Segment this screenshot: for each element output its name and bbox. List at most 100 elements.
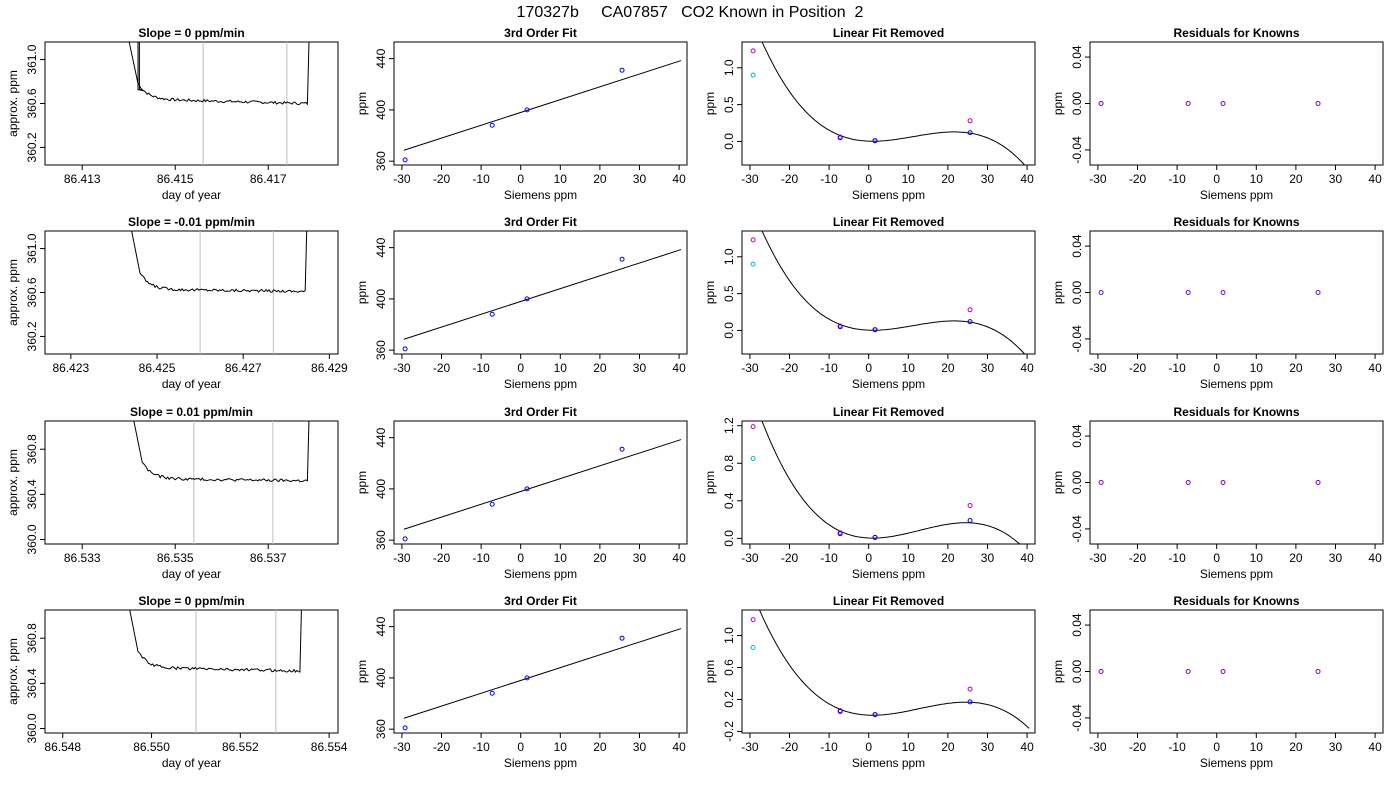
y-tick-label: 1.0 (722, 248, 736, 265)
y-axis-label: approx. ppm (6, 449, 20, 516)
x-tick-label: 86.537 (250, 551, 287, 565)
x-tick-label: -10 (1168, 740, 1186, 754)
residual-data-point (1315, 480, 1321, 485)
residual-data-point (1185, 480, 1191, 485)
x-tick-label: -20 (781, 740, 799, 754)
y-tick-label: -0.04 (1070, 325, 1084, 353)
x-tick-label: 20 (593, 551, 607, 565)
y-tick-label: 360 (374, 340, 388, 360)
blue-data-point (967, 518, 973, 524)
panel-fit-row-4: 3rd Order Fit -30 -20 -10 0 10 20 30 40 360 400 440… (355, 594, 688, 770)
x-axis-label: Siemens ppm (1200, 377, 1273, 391)
x-tick-label: -10 (820, 740, 838, 754)
panel-title: Slope = 0 ppm/min (138, 26, 244, 40)
fit-line (403, 628, 682, 719)
x-tick-label: -30 (741, 172, 759, 186)
x-tick-label: 0 (865, 361, 872, 375)
x-axis-label: day of year (162, 756, 221, 770)
fit-data-point (619, 67, 625, 73)
blue-data-point (872, 712, 878, 718)
y-axis-label: approx. ppm (6, 638, 20, 705)
x-tick-label: -30 (393, 361, 411, 375)
x-tick-label: -30 (1089, 740, 1107, 754)
y-tick-label: 0.04 (1070, 613, 1084, 637)
magenta-data-point (967, 118, 973, 124)
x-tick-label: 40 (1020, 740, 1034, 754)
cubic-curve-line (761, 231, 1026, 354)
y-axis-label: approx. ppm (6, 70, 20, 137)
x-axis-label: Siemens ppm (504, 756, 577, 770)
x-tick-label: 10 (902, 740, 916, 754)
plot-frame (44, 230, 339, 355)
panel-trace-row-4: Slope = 0 ppm/min 86.548 86.550 86.552 86.55… (6, 594, 348, 770)
panel-residual_curve-row-2: Linear Fit Removed -30 -20 -10 0 10 20 30 40 0.0 0… (703, 215, 1036, 391)
y-tick-label: 0.8 (722, 455, 736, 472)
x-axis-label: day of year (162, 567, 221, 581)
y-tick-label: 0.0 (722, 133, 736, 150)
panel-title: Linear Fit Removed (833, 26, 944, 40)
concentration-trace-line (131, 231, 308, 293)
residual-data-point (1315, 669, 1321, 674)
x-tick-label: 20 (941, 361, 955, 375)
x-axis-label: Siemens ppm (852, 567, 925, 581)
x-tick-label: -10 (820, 551, 838, 565)
panel-residuals-row-4: Residuals for Knowns -30 -20 -10 0 10 20 30 40 -0… (1051, 594, 1384, 770)
x-tick-label: 86.413 (64, 172, 101, 186)
y-axis-label: ppm (355, 92, 369, 115)
y-tick-label: -0.04 (1070, 136, 1084, 164)
plot-area (129, 610, 302, 733)
y-axis-label: ppm (1051, 92, 1065, 115)
y-tick-label: 440 (374, 427, 388, 447)
panel-trace-row-1: Slope = 0 ppm/min 86.413 86.415 86.417 360.2… (6, 26, 339, 202)
y-tick-label: 360 (374, 719, 388, 739)
y-tick-label: 360.6 (25, 88, 39, 118)
x-tick-label: 30 (1329, 740, 1343, 754)
magenta-data-point (750, 424, 756, 430)
x-tick-label: -20 (433, 172, 451, 186)
x-axis-label: Siemens ppm (504, 188, 577, 202)
x-tick-label: 20 (593, 361, 607, 375)
panel-title: 3rd Order Fit (504, 594, 577, 608)
y-tick-label: 0.0 (722, 322, 736, 339)
panel-title: Slope = 0.01 ppm/min (130, 405, 253, 419)
x-tick-label: 10 (902, 172, 916, 186)
y-tick-label: 361.0 (25, 44, 39, 74)
x-tick-label: 86.548 (44, 740, 81, 754)
x-tick-label: 40 (672, 361, 686, 375)
x-tick-label: -20 (781, 551, 799, 565)
x-tick-label: 86.427 (225, 361, 262, 375)
panel-residuals-row-1: Residuals for Knowns -30 -20 -10 0 10 20 30 40 -0… (1051, 26, 1384, 202)
plot-frame (393, 41, 688, 166)
blue-data-point (837, 708, 843, 714)
y-tick-label: 360.8 (25, 434, 39, 464)
x-tick-label: 0 (1213, 361, 1220, 375)
x-tick-label: 30 (633, 740, 647, 754)
plot-frame (44, 420, 339, 545)
plot-area (402, 249, 682, 352)
y-tick-label: 440 (374, 237, 388, 257)
x-tick-label: 40 (1368, 172, 1382, 186)
panel-title: Linear Fit Removed (833, 405, 944, 419)
x-axis-label: Siemens ppm (1200, 188, 1273, 202)
magenta-data-point (750, 617, 756, 623)
panel-title: Residuals for Knowns (1173, 405, 1299, 419)
x-tick-label: 86.429 (311, 361, 348, 375)
x-tick-label: 0 (517, 740, 524, 754)
fit-data-point (402, 157, 408, 163)
x-tick-label: 30 (981, 172, 995, 186)
y-tick-label: 0.04 (1070, 234, 1084, 258)
x-axis-label: Siemens ppm (852, 756, 925, 770)
y-axis-label: ppm (1051, 471, 1065, 494)
x-tick-label: 40 (1020, 361, 1034, 375)
x-tick-label: 86.550 (133, 740, 170, 754)
x-tick-label: -10 (472, 551, 490, 565)
y-tick-label: 0.0 (722, 530, 736, 547)
y-tick-label: 0.04 (1070, 45, 1084, 69)
plot-area (1098, 101, 1321, 106)
y-tick-label: -0.2 (722, 721, 736, 742)
x-tick-label: 40 (672, 172, 686, 186)
residual-data-point (1220, 669, 1226, 674)
y-tick-label: 440 (374, 616, 388, 636)
y-tick-label: 360.6 (25, 277, 39, 307)
x-tick-label: 20 (1289, 361, 1303, 375)
